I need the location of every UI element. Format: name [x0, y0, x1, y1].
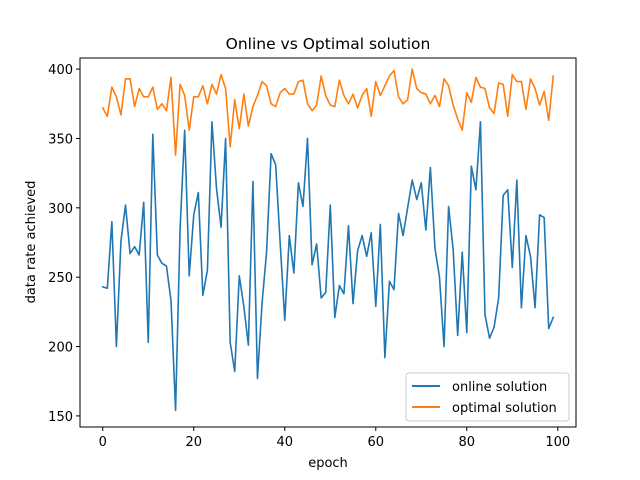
- y-tick-label: 200: [48, 341, 73, 356]
- x-tick-label: 80: [459, 435, 476, 450]
- y-tick-label: 150: [48, 410, 73, 425]
- x-tick-label: 20: [185, 435, 202, 450]
- y-tick-label: 250: [48, 271, 73, 286]
- y-ticks: 150 200 250 300 350 400: [48, 63, 80, 425]
- x-tick-label: 100: [545, 435, 570, 450]
- legend-label-optimal: optimal solution: [452, 401, 557, 416]
- x-ticks: 0 20 40 60 80 100: [99, 427, 570, 450]
- series-line-optimal: [101, 68, 555, 156]
- plot-frame: [79, 57, 577, 428]
- y-axis-title: data rate achieved: [24, 181, 39, 304]
- x-tick-label: 60: [368, 435, 385, 450]
- x-axis-title: epoch: [308, 456, 348, 471]
- chart-title: Online vs Optimal solution: [226, 35, 431, 53]
- legend-label-online: online solution: [452, 380, 547, 395]
- x-tick-label: 40: [276, 435, 293, 450]
- legend: online solution optimal solution: [405, 372, 570, 422]
- series-layer: [101, 68, 555, 412]
- series-line-online: [101, 121, 555, 412]
- y-tick-label: 350: [48, 132, 73, 147]
- legend-frame: [405, 372, 570, 422]
- y-tick-label: 300: [48, 202, 73, 217]
- x-tick-label: 0: [99, 435, 107, 450]
- y-tick-label: 400: [48, 63, 73, 78]
